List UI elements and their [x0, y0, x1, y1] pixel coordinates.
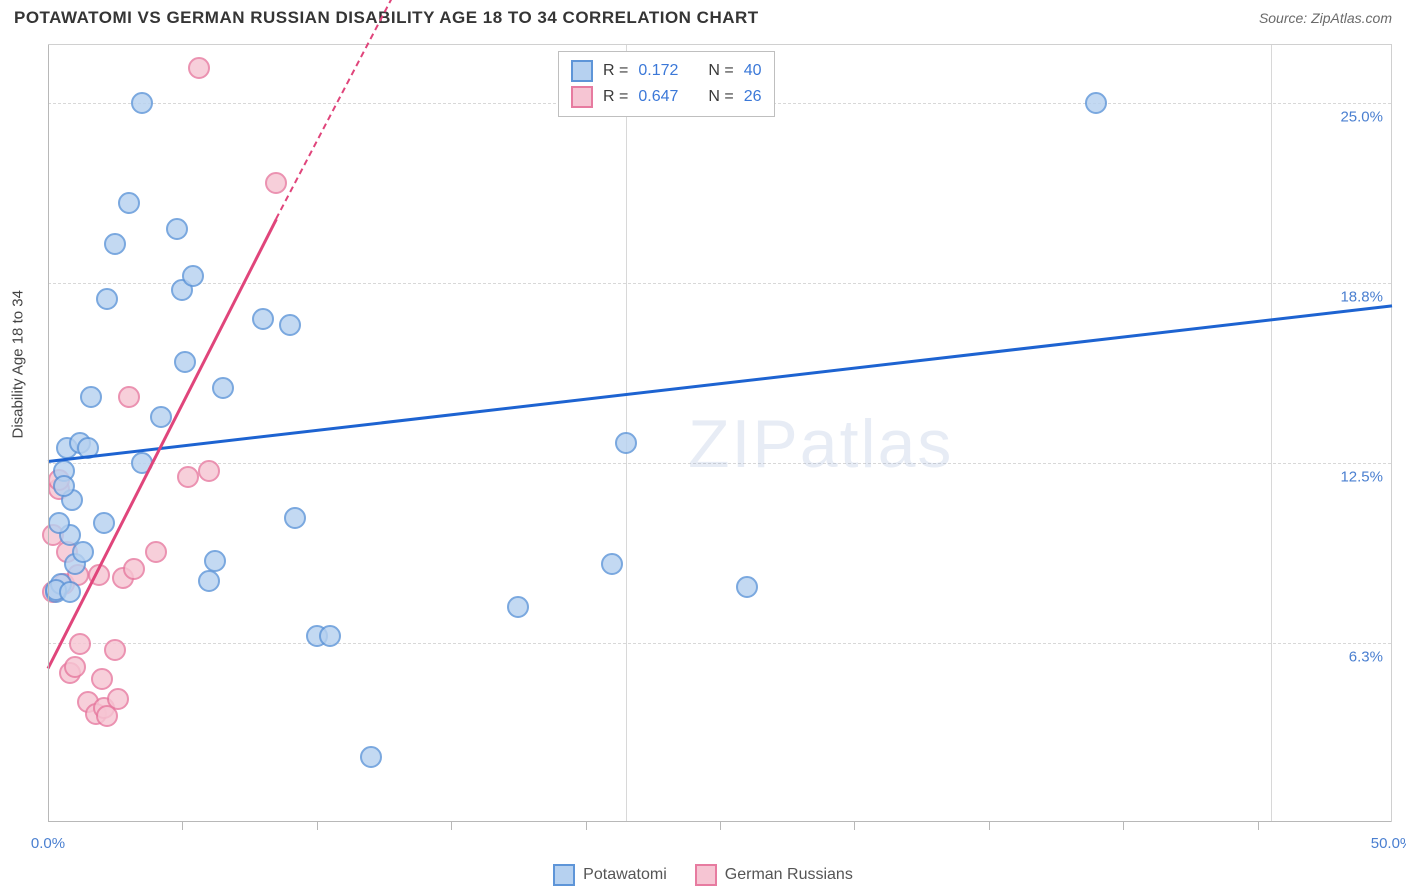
- trend-line: [48, 304, 1392, 463]
- legend-label: German Russians: [725, 866, 853, 884]
- data-point: [104, 233, 126, 255]
- data-point: [507, 596, 529, 618]
- data-point: [131, 92, 153, 114]
- data-point: [252, 308, 274, 330]
- legend-row: R = 0.647 N = 26: [571, 84, 762, 110]
- data-point: [96, 288, 118, 310]
- data-point: [72, 541, 94, 563]
- data-point: [615, 432, 637, 454]
- data-point: [118, 192, 140, 214]
- source-label: Source: ZipAtlas.com: [1259, 10, 1392, 26]
- x-tick: [451, 822, 452, 830]
- data-point: [48, 512, 70, 534]
- y-tick-label: 25.0%: [1340, 108, 1383, 125]
- scatter-chart: 25.0%6.3%12.5%18.8%0.0%50.0% ZIPatlas R …: [48, 44, 1392, 822]
- data-point: [93, 512, 115, 534]
- chart-title: POTAWATOMI VS GERMAN RUSSIAN DISABILITY …: [14, 8, 759, 28]
- data-point: [198, 460, 220, 482]
- data-point: [198, 570, 220, 592]
- data-point: [736, 576, 758, 598]
- data-point: [265, 172, 287, 194]
- data-point: [107, 688, 129, 710]
- legend-item: German Russians: [695, 864, 853, 886]
- y-tick-label: 18.8%: [1340, 288, 1383, 305]
- r-value: 0.172: [638, 58, 678, 84]
- gridline-v: [1271, 45, 1272, 822]
- x-tick: [317, 822, 318, 830]
- x-tick-label: 50.0%: [1371, 835, 1406, 852]
- data-point: [166, 218, 188, 240]
- legend-swatch: [571, 86, 593, 108]
- x-tick: [586, 822, 587, 830]
- data-point: [319, 625, 341, 647]
- gridline: [48, 463, 1391, 464]
- data-point: [204, 550, 226, 572]
- data-point: [104, 639, 126, 661]
- x-tick: [1258, 822, 1259, 830]
- n-label: N =: [708, 84, 733, 110]
- x-tick: [1123, 822, 1124, 830]
- n-value: 40: [744, 58, 762, 84]
- y-axis-title: Disability Age 18 to 34: [10, 290, 27, 438]
- data-point: [188, 57, 210, 79]
- data-point: [177, 466, 199, 488]
- data-point: [91, 668, 113, 690]
- data-point: [59, 581, 81, 603]
- data-point: [182, 265, 204, 287]
- data-point: [150, 406, 172, 428]
- legend-item: Potawatomi: [553, 864, 667, 886]
- gridline: [48, 643, 1391, 644]
- x-tick: [854, 822, 855, 830]
- gridline: [48, 283, 1391, 284]
- correlation-legend: R = 0.172 N = 40 R = 0.647 N = 26: [558, 51, 775, 117]
- x-tick-label: 0.0%: [31, 835, 65, 852]
- y-tick-label: 12.5%: [1340, 468, 1383, 485]
- r-label: R =: [603, 58, 628, 84]
- data-point: [212, 377, 234, 399]
- r-value: 0.647: [638, 84, 678, 110]
- legend-swatch: [695, 864, 717, 886]
- data-point: [1085, 92, 1107, 114]
- n-value: 26: [744, 84, 762, 110]
- y-tick-label: 6.3%: [1349, 648, 1383, 665]
- x-tick: [720, 822, 721, 830]
- x-tick: [989, 822, 990, 830]
- legend-swatch: [571, 60, 593, 82]
- legend-row: R = 0.172 N = 40: [571, 58, 762, 84]
- data-point: [80, 386, 102, 408]
- data-point: [284, 507, 306, 529]
- data-point: [360, 746, 382, 768]
- r-label: R =: [603, 84, 628, 110]
- legend-label: Potawatomi: [583, 866, 667, 884]
- data-point: [69, 633, 91, 655]
- data-point: [601, 553, 623, 575]
- data-point: [279, 314, 301, 336]
- x-tick: [182, 822, 183, 830]
- data-point: [53, 475, 75, 497]
- n-label: N =: [708, 58, 733, 84]
- data-point: [64, 656, 86, 678]
- data-point: [145, 541, 167, 563]
- x-axis: [48, 821, 1391, 822]
- series-legend: Potawatomi German Russians: [0, 864, 1406, 886]
- data-point: [123, 558, 145, 580]
- data-point: [118, 386, 140, 408]
- data-point: [174, 351, 196, 373]
- legend-swatch: [553, 864, 575, 886]
- trend-line: [276, 0, 399, 219]
- y-axis: [48, 45, 49, 822]
